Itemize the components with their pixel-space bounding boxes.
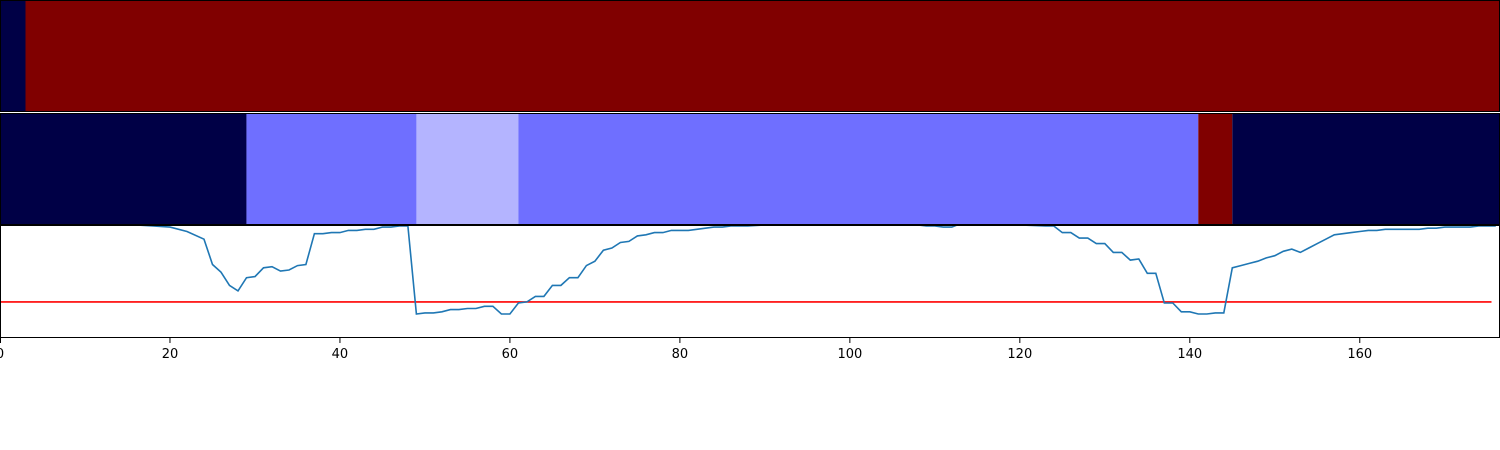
series-line: [49, 225, 1496, 315]
x-tick-label: 20: [162, 347, 179, 362]
x-tick-label: 160: [1347, 347, 1372, 362]
heatmap-cell: [246, 113, 417, 225]
x-tick-label: 120: [1007, 347, 1032, 362]
heatmap-cell: [1198, 113, 1233, 225]
x-tick-label: 60: [502, 347, 519, 362]
x-tick-label: 100: [837, 347, 862, 362]
line-plot-panel: [0, 225, 1500, 338]
x-tick-label: 80: [672, 347, 689, 362]
heatmap-cell: [0, 113, 247, 225]
heatmap-cell: [416, 113, 519, 225]
heatmap-row-top: [0, 0, 1500, 112]
line-panel-frame: [0, 225, 1500, 338]
x-tick-label: 140: [1177, 347, 1202, 362]
heatmap-cell: [1232, 113, 1500, 225]
x-axis: 0 20 40 60 80 100 120 140 160: [0, 338, 1372, 362]
heatmap-row-middle: [0, 113, 1500, 225]
x-tick-label: 0: [0, 347, 4, 362]
heatmap-cell: [518, 113, 1199, 225]
heatmap-cell: [0, 0, 26, 112]
x-tick-label: 40: [332, 347, 349, 362]
heatmap-cell: [25, 0, 1500, 112]
